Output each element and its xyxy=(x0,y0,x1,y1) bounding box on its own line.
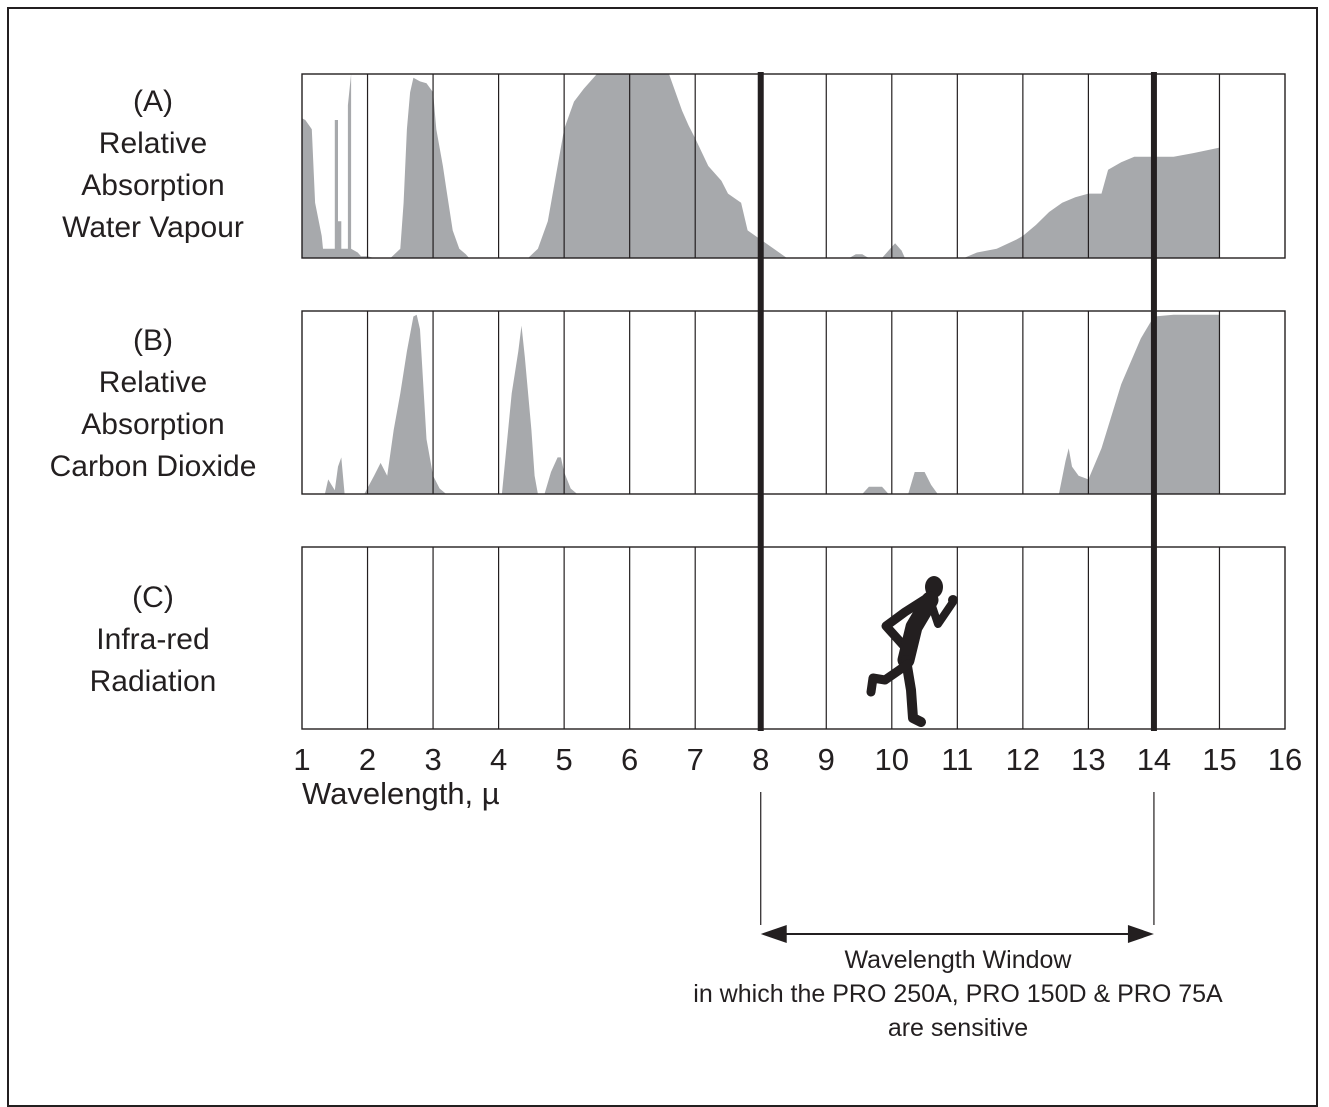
panel-b-label-line: Carbon Dioxide xyxy=(49,450,257,483)
x-tick-label: 15 xyxy=(1202,742,1236,777)
x-tick-label: 14 xyxy=(1137,742,1171,777)
x-tick-label: 8 xyxy=(752,742,769,777)
panel-b-absorption-area xyxy=(364,314,447,494)
panel-a-border xyxy=(301,73,1286,259)
panel-a-absorption-area xyxy=(882,243,905,258)
panel-c-border xyxy=(301,546,1286,730)
panel-a-label: (A) Relative Absorption Water Vapour xyxy=(0,81,306,249)
panel-b-label: (B) Relative Absorption Carbon Dioxide xyxy=(0,320,306,488)
panel-a-absorption-area xyxy=(963,147,1220,258)
running-person-icon xyxy=(866,576,958,727)
x-tick-label: 5 xyxy=(556,742,573,777)
panel-a-absorption-area xyxy=(390,77,470,258)
x-tick-label: 11 xyxy=(941,742,973,777)
x-tick-label: 12 xyxy=(1006,742,1040,777)
panel-c-label-line: Radiation xyxy=(89,665,217,698)
x-axis-label: Wavelength, µ xyxy=(302,776,500,811)
panel-a-label-line: Absorption xyxy=(81,169,225,202)
panel-b-absorption-area xyxy=(501,325,538,494)
panel-b-label-line: Absorption xyxy=(81,408,225,441)
panel-b-label-line: (B) xyxy=(133,324,173,357)
panel-b-absorption-area xyxy=(1058,314,1220,494)
panel-a-absorption-area xyxy=(302,74,375,258)
window-caption-line: are sensitive xyxy=(887,1014,1029,1042)
panel-c-label: (C) Infra-red Radiation xyxy=(0,577,306,703)
panel-b-border xyxy=(301,310,1286,495)
panel-b-absorption-area xyxy=(544,457,578,494)
x-tick-label: 6 xyxy=(621,742,638,777)
panel-b-absorption-area xyxy=(908,472,938,494)
window-arrow-right-head xyxy=(1127,925,1154,943)
panel-a-label-line: (A) xyxy=(133,85,173,118)
panel-b-absorption-area xyxy=(324,457,345,494)
panel-a-absorption-area xyxy=(849,254,869,258)
window-caption-line: Wavelength Window xyxy=(844,946,1072,974)
x-tick-label: 2 xyxy=(359,742,376,777)
x-tick-label: 3 xyxy=(424,742,441,777)
window-caption: Wavelength Window in which the PRO 250A,… xyxy=(600,943,1316,1045)
panel-a-absorption-area xyxy=(528,74,787,258)
x-tick-label: 4 xyxy=(490,742,507,777)
x-tick-label: 1 xyxy=(293,742,310,777)
window-caption-line: in which the PRO 250A, PRO 150D & PRO 75… xyxy=(693,980,1223,1008)
panel-a-label-line: Relative xyxy=(98,127,208,160)
x-tick-label: 16 xyxy=(1268,742,1302,777)
panel-c-label-line: (C) xyxy=(132,581,174,614)
window-arrow-left-head xyxy=(760,925,787,943)
panel-b-absorption-area xyxy=(862,486,889,494)
panel-a-label-line: Water Vapour xyxy=(62,211,244,244)
panel-b-label-line: Relative xyxy=(98,366,208,399)
x-tick-label: 7 xyxy=(687,742,704,777)
x-tick-label: 10 xyxy=(875,742,909,777)
panel-c-label-line: Infra-red xyxy=(96,623,210,656)
x-tick-label: 9 xyxy=(818,742,835,777)
x-tick-label: 13 xyxy=(1071,742,1105,777)
